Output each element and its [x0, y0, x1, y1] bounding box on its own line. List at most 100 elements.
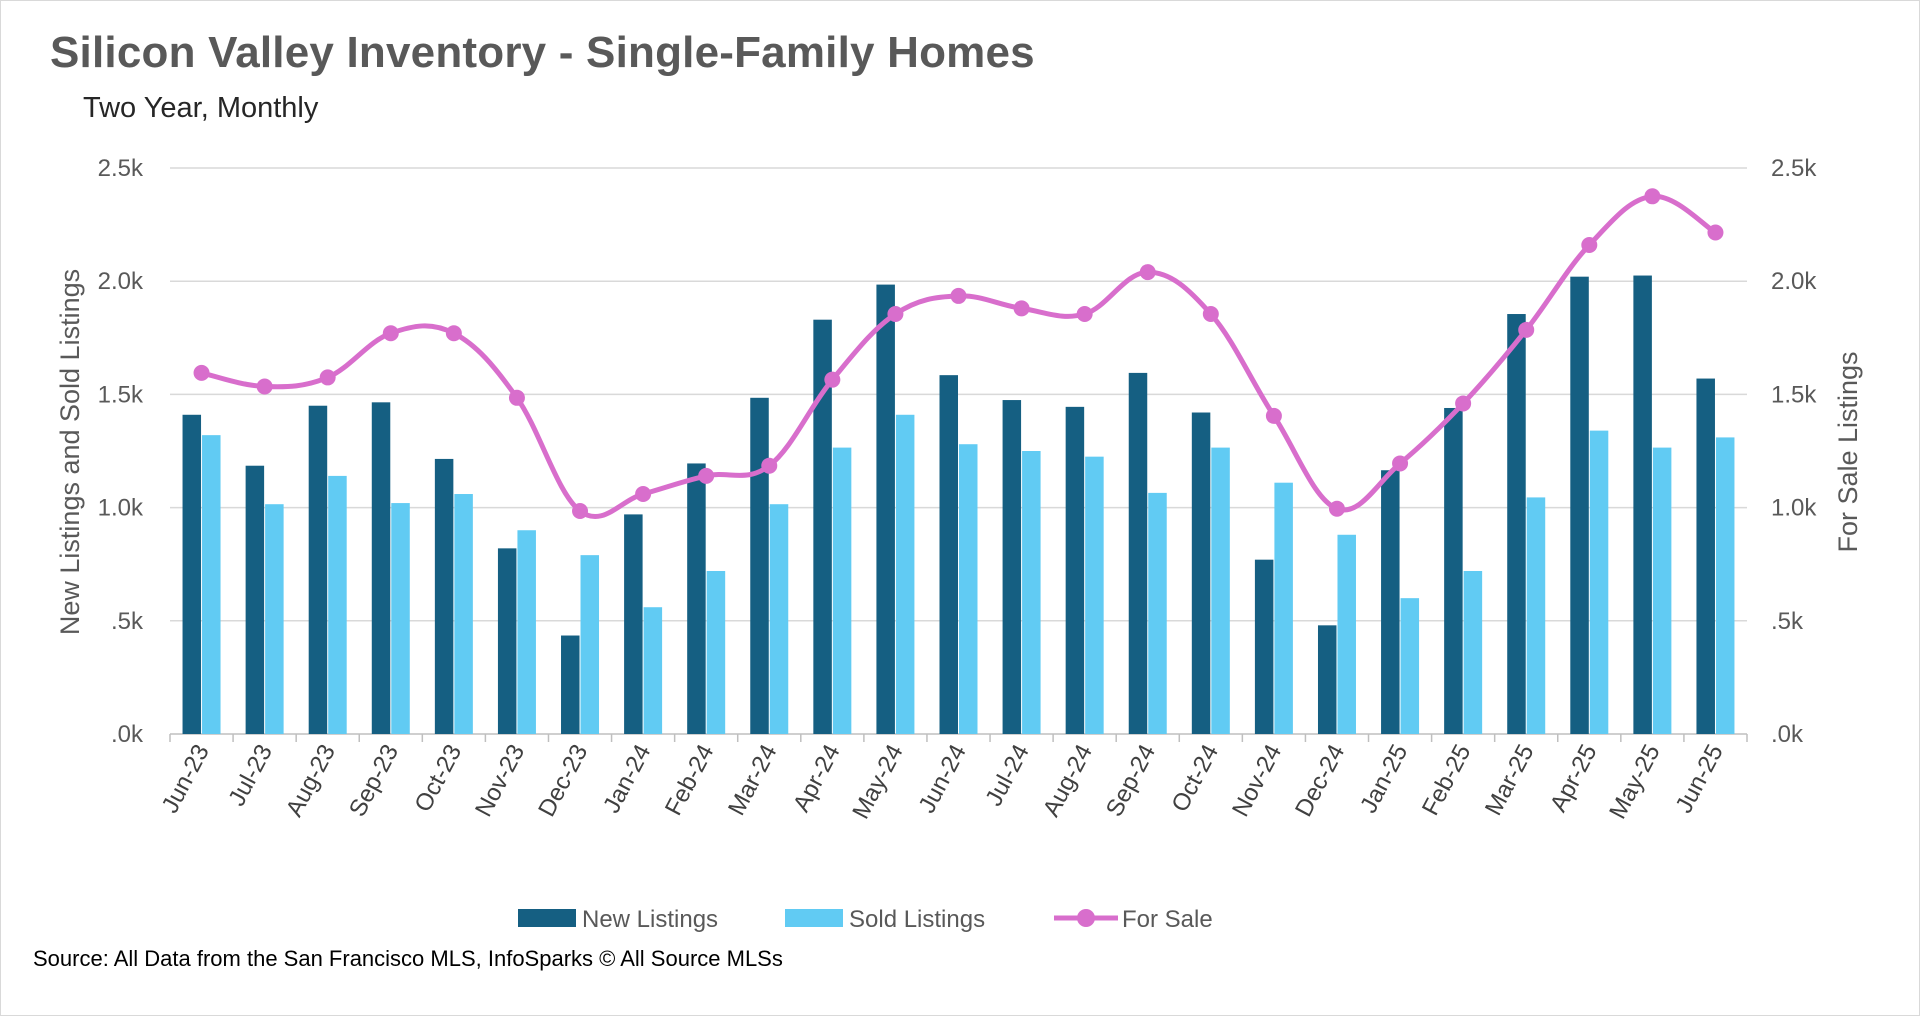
x-tick-label: Oct-23	[410, 740, 468, 816]
bar	[1652, 447, 1672, 734]
line-point	[1139, 264, 1156, 281]
bar	[895, 414, 915, 734]
right-tick-label: 1.5k	[1771, 381, 1817, 408]
line-point	[1265, 407, 1282, 424]
bar	[1444, 407, 1463, 734]
line-point	[1581, 236, 1598, 253]
line-point	[256, 378, 273, 395]
bar	[1696, 378, 1715, 734]
x-axis: Jun-23 Jul-23 Aug-23 Sep-23 Oct-23 Nov-23 Dec-…	[157, 734, 1748, 823]
legend-swatch-marker	[1077, 909, 1095, 927]
right-tick-label: 2.0k	[1771, 268, 1817, 295]
line-point	[1707, 224, 1724, 241]
bar	[328, 475, 347, 734]
bar	[959, 444, 978, 734]
bar	[1191, 412, 1211, 734]
bar	[1085, 456, 1104, 734]
series-sold-listings	[202, 414, 1735, 734]
source-note: Source: All Data from the San Francisco …	[33, 946, 783, 971]
legend-label: New Listings	[582, 906, 718, 933]
bar	[1022, 451, 1041, 734]
legend-item-for-sale: For Sale	[1054, 906, 1213, 933]
legend-item-new-listings: New Listings	[518, 906, 718, 933]
bar	[371, 402, 391, 734]
bar	[454, 494, 473, 734]
right-tick-label: 1.0k	[1771, 495, 1817, 522]
chart-title: Silicon Valley Inventory - Single-Family…	[50, 28, 1035, 77]
bar	[391, 503, 410, 734]
line-point	[1455, 395, 1472, 412]
bar	[245, 465, 265, 734]
x-tick-label: May-24	[847, 740, 908, 823]
x-tick-label: Jun-25	[1670, 740, 1728, 817]
x-tick-label: May-25	[1604, 740, 1665, 823]
line-point	[382, 325, 399, 342]
left-tick-label: 1.5k	[98, 381, 144, 408]
bar	[182, 414, 202, 734]
bar	[1128, 372, 1148, 734]
gridlines	[170, 167, 1747, 735]
legend: New Listings Sold Listings For Sale	[518, 906, 1213, 933]
bar	[832, 447, 852, 734]
bar	[434, 458, 454, 734]
line-point	[950, 287, 967, 304]
x-tick-label: Apr-25	[1545, 740, 1603, 816]
left-axis: .0k .5k 1.0k 1.5k 2.0k 2.5k	[98, 155, 144, 748]
bar	[624, 514, 643, 734]
right-axis: .0k .5k 1.0k 1.5k 2.0k 2.5k	[1771, 155, 1817, 748]
bar	[1002, 400, 1022, 734]
bar	[1463, 570, 1483, 734]
line-point	[824, 371, 841, 388]
bar	[1317, 625, 1337, 734]
line-point	[508, 389, 525, 406]
bar	[687, 463, 706, 734]
bar	[876, 284, 895, 734]
bar-series	[182, 275, 1735, 734]
x-tick-label: Jan-24	[598, 740, 656, 817]
bar	[1337, 534, 1356, 734]
x-tick-label: Sep-23	[344, 740, 404, 821]
legend-item-sold-listings: Sold Listings	[785, 906, 985, 933]
bar	[706, 570, 726, 734]
left-tick-label: .5k	[111, 608, 144, 635]
bar	[939, 375, 958, 734]
x-tick-label: Jul-24	[980, 740, 1035, 810]
bar	[769, 504, 789, 734]
x-tick-label: Dec-24	[1290, 740, 1350, 821]
left-axis-title: New Listings and Sold Listings	[55, 269, 85, 635]
line-point	[635, 486, 652, 503]
x-tick-label: Dec-23	[533, 740, 593, 821]
left-tick-label: 2.5k	[98, 155, 144, 182]
line-point	[193, 364, 210, 381]
bar	[497, 548, 517, 734]
x-tick-label: Jan-25	[1355, 740, 1413, 817]
line-point	[887, 306, 904, 323]
bar	[1274, 482, 1293, 734]
right-tick-label: .0k	[1771, 721, 1804, 748]
x-tick-label: Feb-24	[660, 740, 720, 820]
bar	[1715, 437, 1735, 734]
bar	[1211, 447, 1230, 734]
x-tick-label: Aug-23	[281, 740, 341, 821]
bar	[1065, 406, 1085, 734]
x-tick-label: Aug-24	[1038, 740, 1098, 821]
bar	[643, 607, 663, 734]
bar	[517, 530, 536, 734]
bar	[561, 635, 580, 734]
x-tick-label: Jun-24	[914, 740, 972, 817]
bar	[1526, 497, 1546, 734]
bar	[813, 319, 832, 734]
legend-label: Sold Listings	[849, 906, 985, 933]
right-tick-label: .5k	[1771, 608, 1804, 635]
series-for-sale	[193, 188, 1724, 519]
x-tick-label: Oct-24	[1166, 740, 1224, 816]
line-point	[1644, 188, 1661, 205]
line-point	[572, 502, 589, 519]
line-point	[1202, 306, 1219, 323]
line-series	[193, 188, 1724, 519]
legend-swatch	[518, 909, 576, 927]
series-new-listings	[182, 275, 1715, 734]
legend-label: For Sale	[1122, 906, 1213, 933]
x-tick-label: Jul-23	[223, 740, 278, 810]
